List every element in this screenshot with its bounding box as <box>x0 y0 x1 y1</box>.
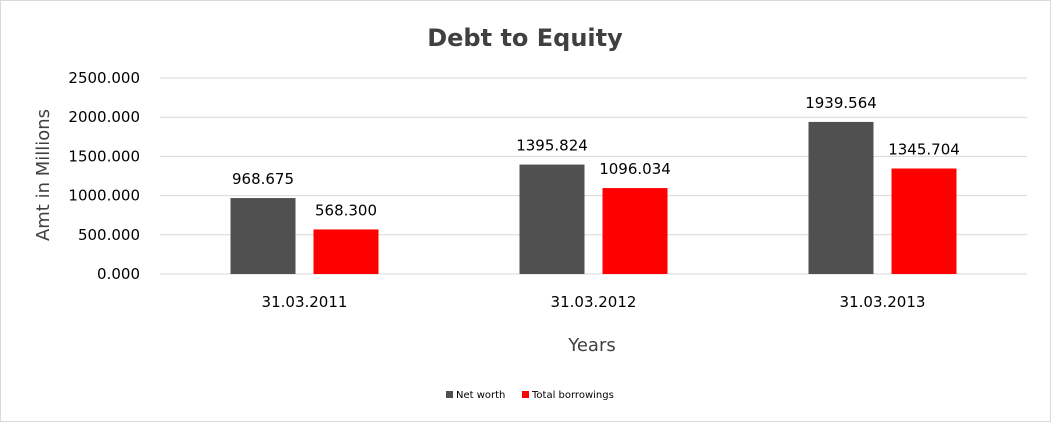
y-tick-label: 500.000 <box>78 226 140 244</box>
x-tick-label: 31.03.2011 <box>262 293 348 311</box>
legend-entry: Total borrowings <box>531 390 614 401</box>
bar-net-worth <box>230 198 296 274</box>
bar-total-borrowings <box>891 168 957 274</box>
y-tick-label: 1000.000 <box>68 187 140 205</box>
x-axis-ticks: 31.03.2011 31.03.2012 31.03.2013 <box>262 293 926 311</box>
x-tick-label: 31.03.2012 <box>551 293 637 311</box>
y-tick-label: 1500.000 <box>68 147 140 165</box>
legend-entry: Net worth <box>456 390 505 401</box>
y-tick-label: 2500.000 <box>68 69 140 87</box>
bars <box>230 121 957 275</box>
x-tick-label: 31.03.2013 <box>840 293 926 311</box>
legend: Net worth Total borrowings <box>446 390 614 401</box>
bar-net-worth <box>519 164 585 274</box>
y-tick-label: 0.000 <box>97 265 140 283</box>
bar-total-borrowings <box>602 188 668 274</box>
bar-net-worth <box>808 121 874 275</box>
gridlines <box>160 77 1027 275</box>
data-label: 968.675 <box>232 170 294 188</box>
chart-title: Debt to Equity <box>427 24 623 52</box>
data-label: 1096.034 <box>599 160 671 178</box>
data-label: 568.300 <box>315 201 377 219</box>
x-axis-title: Years <box>567 335 616 356</box>
data-label: 1395.824 <box>516 137 588 155</box>
y-tick-label: 2000.000 <box>68 108 140 126</box>
data-label: 1939.564 <box>805 94 877 112</box>
data-label: 1345.704 <box>888 140 960 158</box>
data-labels: 968.675 568.300 1395.824 1096.034 1939.564 13… <box>232 94 960 220</box>
bar-total-borrowings <box>313 229 379 274</box>
legend-swatch <box>522 391 529 398</box>
y-axis-title: Amt in Millions <box>33 109 54 241</box>
y-axis-ticks: 0.000 500.000 1000.000 1500.000 2000.000 2500… <box>68 69 140 283</box>
legend-swatch <box>446 391 453 398</box>
